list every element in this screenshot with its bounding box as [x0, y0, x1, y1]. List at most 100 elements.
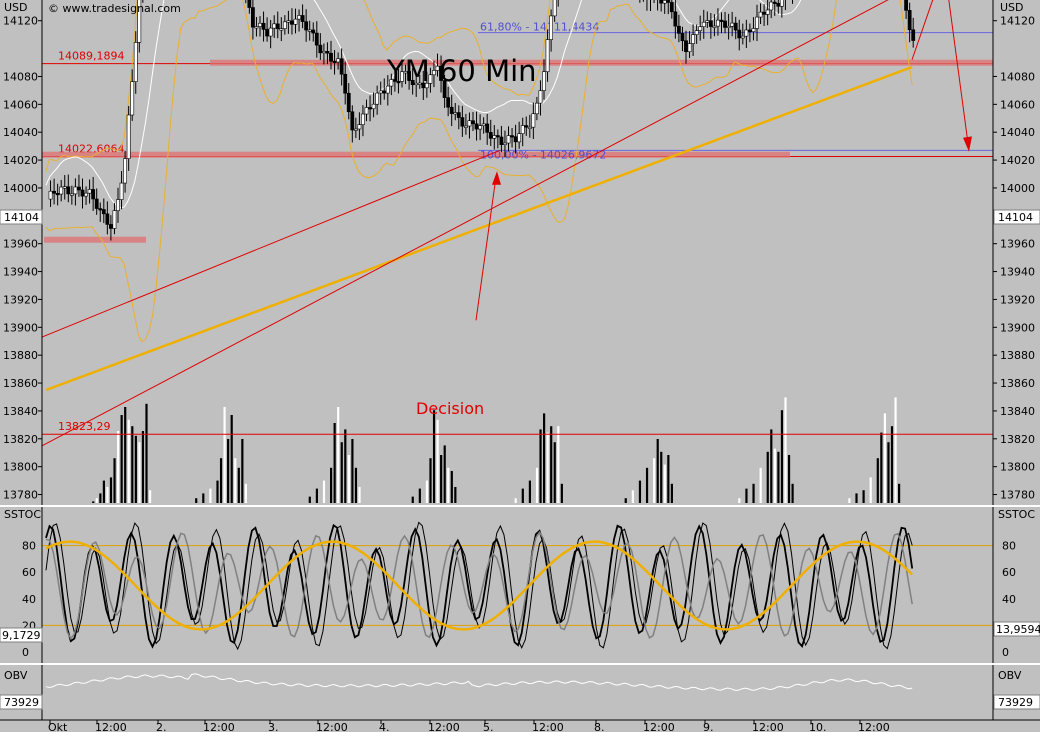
candle-body: [421, 82, 426, 89]
candle-body: [55, 193, 60, 196]
candle-body: [392, 79, 397, 82]
candle-body: [382, 90, 387, 94]
obv-line: [45, 673, 913, 691]
obv-panel: [45, 673, 913, 691]
volume-bar: [195, 498, 198, 503]
fibonacci-retracement[interactable]: 0,00% - 14248,10938,20% - 14163,632650,0…: [478, 0, 993, 161]
volume-bar: [876, 458, 879, 503]
candle-body: [258, 22, 262, 27]
candle-body: [499, 136, 504, 145]
price-tick-label-right: 13900: [1000, 321, 1035, 334]
volume-bar: [667, 455, 670, 503]
volume-bar: [752, 483, 755, 503]
candle-body: [513, 136, 518, 143]
candle-body: [684, 40, 688, 53]
candle-body: [261, 22, 266, 30]
candle-body: [691, 34, 696, 44]
candle-body: [265, 29, 270, 37]
volume-bar: [202, 493, 205, 503]
candle-body: [478, 125, 483, 130]
candle-body: [460, 117, 465, 127]
stoch-tick-label-right: 0: [1002, 646, 1009, 659]
candle-body: [776, 3, 781, 7]
candle-body: [123, 158, 128, 184]
volume-bar: [766, 451, 769, 503]
time-tick-label: 12:00: [858, 721, 890, 732]
candle-body: [449, 106, 454, 114]
volume-bar: [745, 488, 748, 503]
price-tick-label-right: 14080: [1000, 70, 1035, 83]
volume-bar: [894, 397, 897, 503]
stoch-label-left: SSTOC: [4, 508, 41, 521]
candle-body: [676, 25, 681, 34]
candle-body: [130, 81, 135, 116]
price-tick-label-left: 14040: [3, 126, 38, 139]
price-tick-label-right: 14000: [1000, 182, 1035, 195]
obv-value-right-box: [993, 694, 1040, 710]
time-tick-label: 12:00: [643, 721, 675, 732]
stoch-tick-label-right: 60: [1002, 566, 1016, 579]
candle-body: [666, 0, 671, 3]
projection-arrowhead-down: [963, 136, 972, 152]
candle-body: [314, 32, 319, 46]
candle-body: [474, 123, 479, 130]
time-tick-label: 12:00: [316, 721, 348, 732]
volume-bar: [141, 431, 145, 503]
candle-body: [772, 1, 777, 4]
price-tick-label-right: 13840: [1000, 405, 1035, 418]
price-tick-label-left: 14020: [3, 154, 38, 167]
price-tick-label-left: 14060: [3, 98, 38, 111]
volume-bar: [337, 407, 340, 503]
projection-arrow-up: [911, 0, 934, 60]
candle-body: [66, 186, 71, 195]
candle-body: [726, 25, 731, 29]
candle-body: [378, 90, 383, 94]
candle-body: [247, 0, 252, 8]
candle-body: [669, 2, 674, 13]
candle-body: [279, 28, 284, 31]
price-tick-label-right: 13820: [1000, 433, 1035, 446]
price-tick-label-left: 13880: [3, 349, 38, 362]
candle-body: [723, 20, 727, 28]
volume-bar: [855, 493, 858, 503]
volume-bar: [759, 467, 762, 503]
price-tick-label-right: 13800: [1000, 461, 1035, 474]
chart-title: YM 60 Min: [386, 54, 537, 88]
candle-body: [290, 20, 294, 25]
candle-body: [275, 23, 280, 30]
candle-body: [534, 102, 539, 115]
volume-bar: [443, 445, 446, 503]
price-tick-label-left: 14000: [3, 182, 38, 195]
candle-body: [545, 39, 550, 73]
candle-body: [346, 92, 351, 113]
volume-bar: [553, 442, 556, 503]
volume-bar: [787, 455, 791, 503]
price-tick-label-right: 14020: [1000, 154, 1035, 167]
time-tick-label: 12:00: [532, 721, 564, 732]
candle-body: [343, 73, 348, 94]
volume-bar: [411, 496, 414, 503]
obv-value-left: 73929: [4, 696, 39, 709]
trendlines[interactable]: [41, 0, 972, 447]
volume-bar: [241, 439, 244, 503]
volume-bar: [890, 426, 894, 503]
candle-body: [708, 20, 713, 27]
candle-body: [325, 51, 330, 54]
candle-body: [91, 189, 96, 200]
candle-body: [659, 0, 664, 4]
candle-body: [492, 135, 497, 139]
obv-value-right: 73929: [998, 696, 1033, 709]
candle-body: [538, 90, 543, 104]
volume-bar: [780, 410, 784, 503]
volume-bar: [880, 432, 883, 503]
trendline-upper: [41, 0, 889, 447]
candle-body: [769, 1, 774, 11]
candle-body: [87, 189, 92, 194]
candle-body: [779, 0, 784, 7]
candle-body: [414, 82, 419, 86]
candle-body: [740, 35, 745, 39]
volume-bar: [92, 501, 95, 503]
price-tick-label-right: 13860: [1000, 377, 1035, 390]
